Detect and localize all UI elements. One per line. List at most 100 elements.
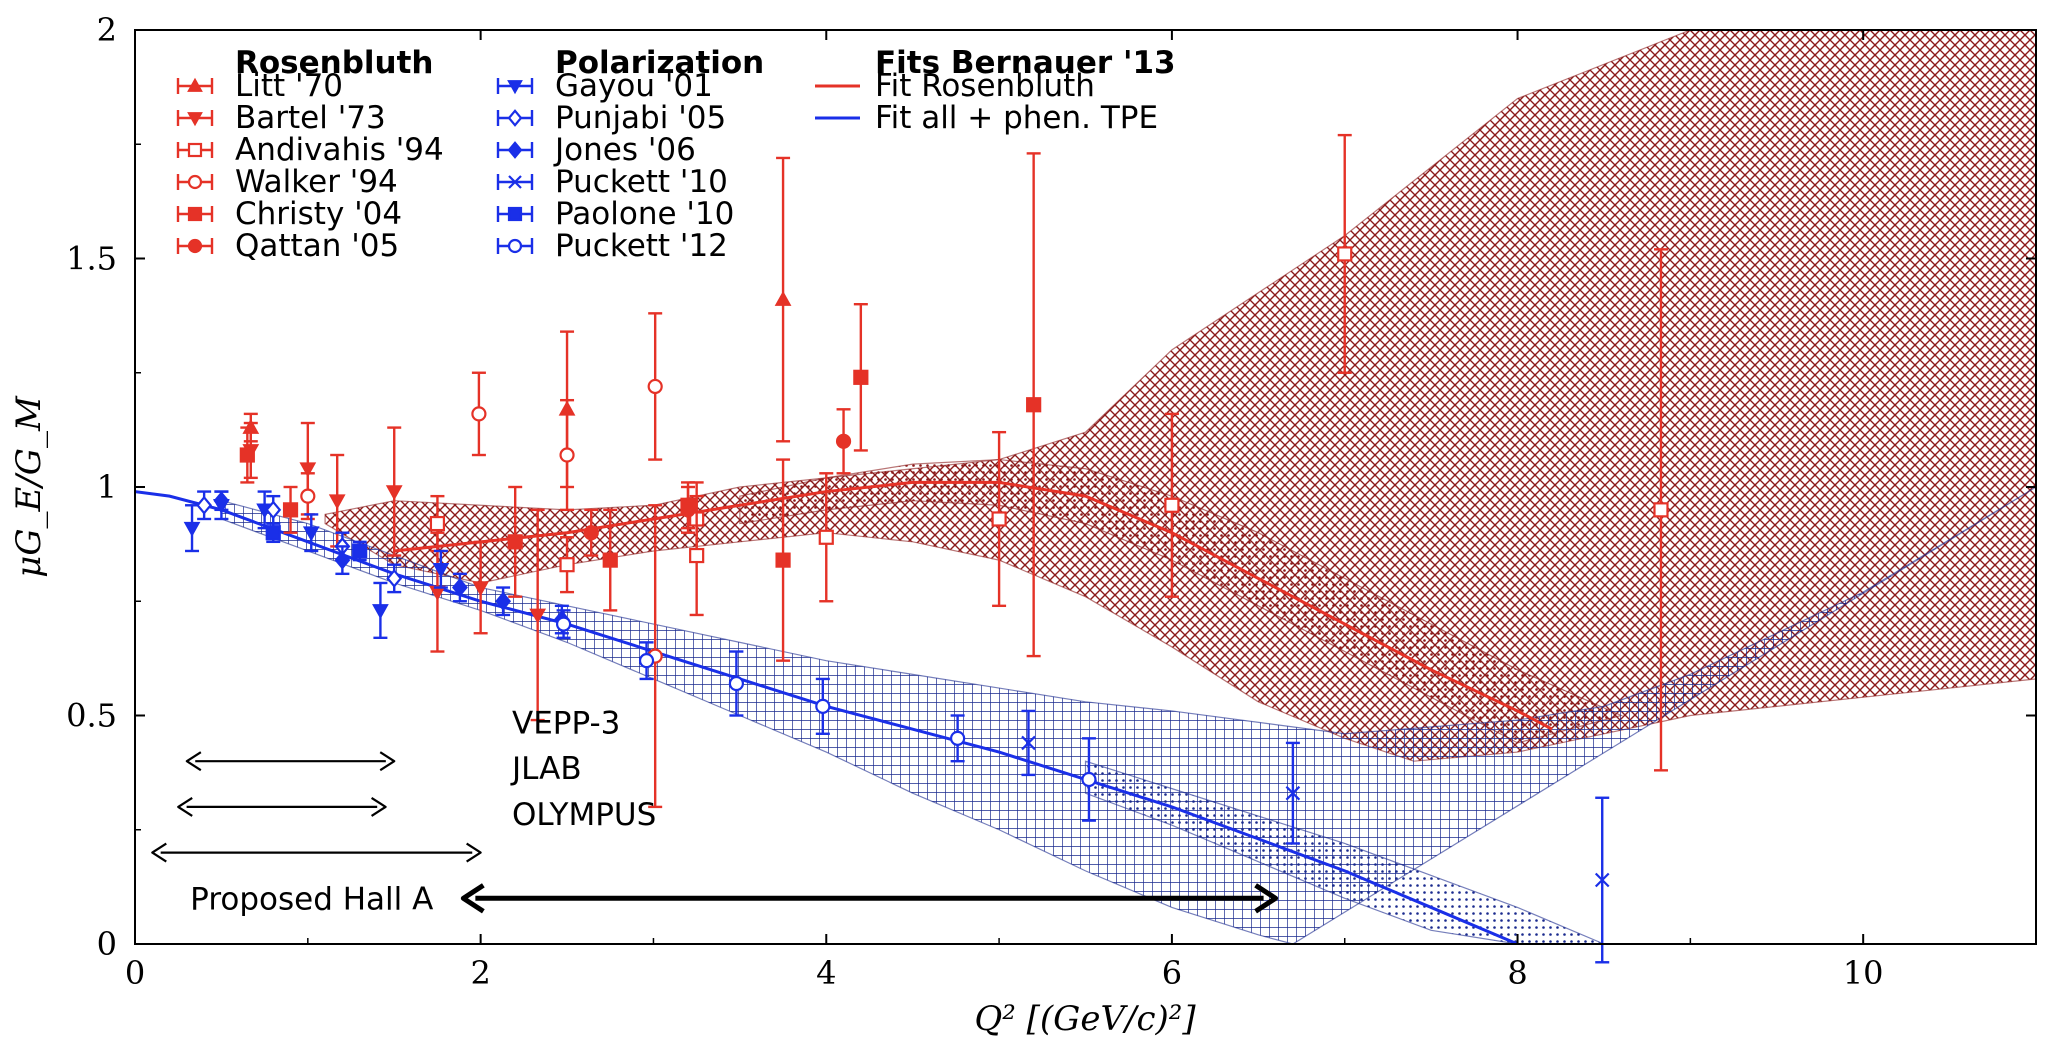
marker-jones-06: [334, 550, 351, 570]
legend-marker: [507, 206, 523, 222]
data-point-qattan-05-1: [680, 485, 696, 534]
range-jlab: JLAB: [177, 751, 582, 817]
data-point-bartel-73-6: [529, 508, 547, 722]
marker-qattan-05-shape: [680, 502, 696, 518]
marker-walker-94-shape: [559, 447, 575, 463]
marker-gayou-01: [372, 604, 389, 620]
marker-puckett-12-shape: [950, 730, 966, 746]
data-point-qattan-05-0: [583, 508, 599, 557]
marker-andivahis-94: [689, 547, 705, 564]
marker-christy-04-shape: [239, 447, 255, 463]
data-point-punjabi-05-0: [196, 490, 213, 521]
data-point-christy-04-7: [1026, 152, 1042, 658]
marker-andivahis-94-shape: [689, 547, 705, 564]
data-point-andivahis-94-8: [1653, 248, 1669, 772]
legend-entry-walker-94: Walker '94: [176, 164, 398, 200]
arrow-left-icon: [185, 751, 202, 772]
marker-gayou-01: [432, 562, 450, 579]
x-tick-label-2: 4: [816, 954, 836, 992]
marker-bartel-73: [472, 581, 490, 597]
data-point-puckett-12-3: [815, 677, 831, 735]
legend-entry-fit-rosenbluth: Fit Rosenbluth: [815, 68, 1095, 104]
marker-gayou-01-shape: [372, 604, 389, 620]
data-point-jones-06-3: [495, 586, 512, 617]
legend-marker-shape: [507, 80, 523, 95]
arrow-right-icon: [379, 751, 396, 772]
marker-andivahis-94-shape: [429, 515, 446, 532]
legend-marker: [508, 175, 522, 189]
legend-entry-gayou-01: Gayou '01: [496, 68, 713, 104]
marker-bartel-73: [385, 485, 403, 501]
range-label-vepp-3: VEPP-3: [512, 705, 620, 741]
marker-qattan-05-shape: [835, 433, 852, 449]
marker-bartel-73: [299, 462, 317, 478]
legend-label: Litt '70: [235, 68, 343, 104]
marker-puckett-12: [638, 653, 655, 669]
legend-marker: [507, 238, 523, 254]
marker-christy-04: [602, 552, 618, 568]
data-point-puckett-12-5: [1081, 737, 1097, 822]
marker-jones-06-shape: [334, 550, 351, 570]
marker-qattan-05: [583, 525, 599, 541]
legend-label: Puckett '12: [555, 228, 728, 264]
legend-marker: [507, 109, 523, 127]
band-rosenbluth-dots-1: [739, 458, 1624, 744]
data-point-walker-94-2: [559, 398, 575, 512]
marker-andivahis-94-shape: [559, 557, 575, 573]
data-point-andivahis-94-6: [1164, 412, 1180, 598]
marker-punjabi-05-shape: [196, 495, 213, 515]
marker-andivahis-94-shape: [1653, 502, 1669, 518]
data-point-jones-06-0: [213, 490, 230, 512]
legend-marker: [507, 141, 523, 159]
data-point-walker-94-1: [471, 371, 487, 457]
marker-puckett-10: [1594, 872, 1610, 888]
marker-punjabi-05: [386, 568, 403, 588]
data-point-christy-04-5: [775, 458, 791, 662]
marker-punjabi-05-shape: [265, 500, 282, 520]
y-tick-label-1: 0.5: [66, 697, 117, 735]
legend-label: Punjabi '05: [555, 100, 726, 136]
range-olympus: OLYMPUS: [151, 797, 656, 863]
data-point-puckett-10-2: [1594, 796, 1610, 964]
marker-gayou-01-shape: [432, 562, 450, 579]
legend-marker-shape: [187, 238, 203, 254]
marker-punjabi-05-shape: [386, 568, 403, 588]
marker-puckett-12-shape: [815, 698, 831, 714]
data-point-puckett-12-2: [728, 650, 745, 717]
arrow-left-icon: [151, 842, 167, 863]
marker-qattan-05: [680, 502, 696, 518]
x-tick-label-0: 0: [125, 954, 145, 992]
legend-label: Bartel '73: [235, 100, 386, 136]
marker-christy-04: [1026, 397, 1042, 413]
legend-marker-shape: [508, 175, 522, 189]
marker-jones-06: [451, 578, 468, 598]
data-point-puckett-12-0: [555, 609, 572, 640]
data-point-andivahis-94-3: [689, 494, 705, 617]
marker-puckett-10-shape: [1285, 785, 1301, 801]
marker-walker-94: [300, 488, 316, 504]
kinematic-ranges: VEPP-3 JLAB OLYMPUS Proposed Hall A: [151, 705, 1279, 917]
marker-puckett-12: [728, 675, 745, 692]
data-point-qattan-05-2: [835, 408, 852, 475]
legend-label: Walker '94: [235, 164, 398, 200]
legend-entry-jones-06: Jones '06: [496, 132, 696, 168]
data-point-christy-04-6: [853, 303, 869, 452]
range-label-proposed-hall-a: Proposed Hall A: [190, 881, 433, 917]
marker-walker-94-shape: [300, 488, 316, 504]
data-point-christy-04-2: [507, 485, 523, 598]
marker-puckett-10: [1285, 785, 1301, 801]
data-point-christy-04-3: [602, 508, 618, 612]
marker-puckett-12: [555, 616, 572, 632]
legend-marker: [187, 206, 203, 222]
legend-marker-shape: [187, 77, 203, 92]
marker-christy-04: [282, 502, 299, 518]
legend-entry-paolone-10: Paolone '10: [496, 196, 734, 232]
legend-label: Jones '06: [553, 132, 696, 168]
legend-label: Christy '04: [235, 196, 402, 232]
marker-andivahis-94: [1653, 502, 1669, 518]
legend-label: Gayou '01: [555, 68, 713, 104]
data-point-andivahis-94-5: [991, 430, 1007, 608]
data-point-jones-06-1: [334, 545, 351, 576]
